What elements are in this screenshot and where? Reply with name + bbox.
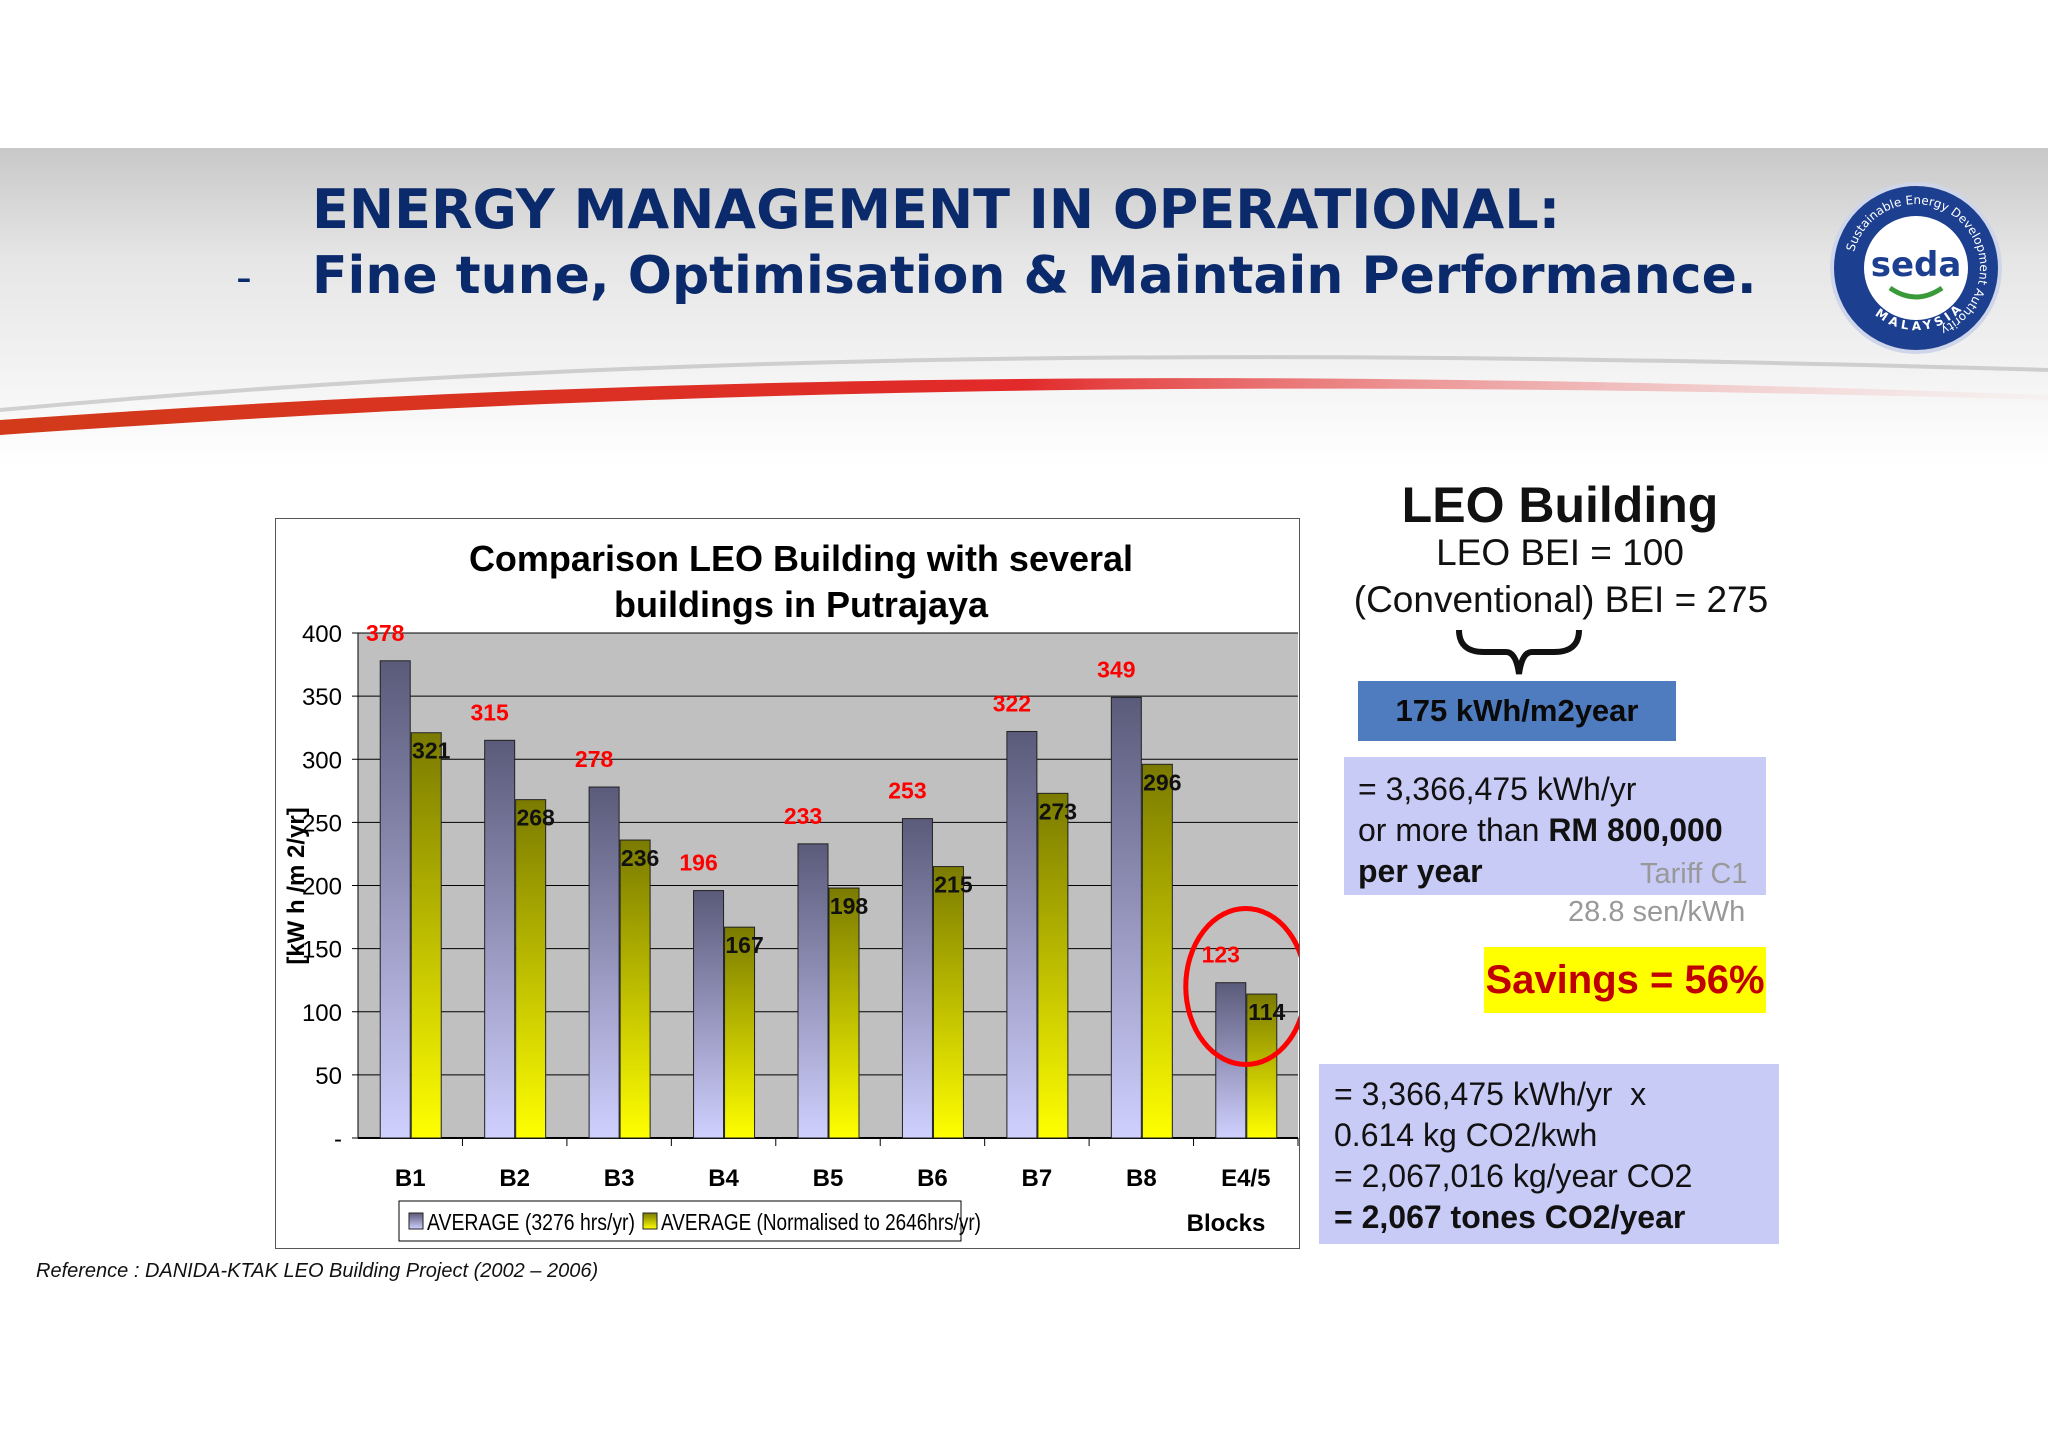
data-label: 253 [888, 778, 926, 804]
bar-average [484, 739, 516, 1139]
chart-legend: AVERAGE (3276 hrs/yr) AVERAGE (Normalised… [398, 1200, 981, 1242]
page-subtitle: Fine tune, Optimisation & Maintain Perfo… [312, 246, 1757, 306]
header-banner [0, 148, 2048, 468]
bar-normalised [619, 839, 651, 1139]
bar-average [693, 890, 725, 1139]
y-tick-label: 150 [302, 937, 342, 964]
data-label: 278 [575, 746, 614, 772]
data-label: 273 [1039, 798, 1077, 824]
co2-line3: = 2,067,016 kg/year CO2 [1334, 1158, 1693, 1194]
data-label: 315 [470, 699, 509, 725]
y-tick-label: 400 [302, 621, 342, 648]
bar-normalised [828, 887, 860, 1139]
data-label: 198 [830, 893, 869, 919]
legend-swatch [408, 1212, 424, 1230]
cost-line: or more than RM 800,000 [1358, 812, 1723, 848]
y-tick-label: 250 [302, 810, 342, 837]
co2-box: = 3,366,475 kWh/yr x 0.614 kg CO2/kwh = … [1319, 1064, 1779, 1244]
tariff-rate: 28.8 sen/kWh [1568, 896, 1746, 928]
data-label: 349 [1097, 656, 1135, 682]
x-tick-label: B6 [917, 1165, 948, 1192]
x-axis-label: Blocks [1187, 1210, 1266, 1237]
energy-line: = 3,366,475 kWh/yr [1358, 771, 1637, 807]
chart-panel: Comparison LEO Building with several bui… [275, 518, 1300, 1249]
bar-normalised [515, 799, 547, 1139]
chart-title-line1: Comparison LEO Building with several [469, 538, 1133, 579]
bar-normalised [1141, 763, 1173, 1139]
data-label: 268 [516, 805, 555, 831]
bar-chart: Comparison LEO Building with several bui… [283, 538, 1299, 1242]
x-tick-label: B4 [708, 1165, 739, 1192]
data-label: 233 [784, 803, 822, 829]
bar-average [588, 786, 620, 1139]
bar-average [1215, 982, 1247, 1139]
data-label: 167 [725, 932, 763, 958]
co2-line2: 0.614 kg CO2/kwh [1334, 1117, 1598, 1153]
x-tick-label: E4/5 [1221, 1165, 1270, 1192]
data-label: 236 [621, 845, 659, 871]
legend-box [398, 1200, 962, 1242]
y-axis-label: [kW h /m 2/yr] [283, 807, 310, 964]
data-label: 322 [993, 690, 1031, 716]
leo-bei-line: LEO BEI = 100 [1436, 532, 1684, 573]
data-label: 296 [1143, 769, 1181, 795]
x-tick-label: B8 [1126, 1165, 1157, 1192]
bar-average [797, 843, 829, 1139]
difference-box: 175 kWh/m2year [1358, 681, 1676, 741]
bar-average [1110, 696, 1142, 1139]
co2-line4: = 2,067 tones CO2/year [1334, 1199, 1686, 1235]
curly-brace [1456, 629, 1582, 675]
tariff-label: Tariff C1 [1640, 858, 1748, 890]
svg-text:seda: seda [1871, 245, 1962, 285]
highlight-circle [1183, 906, 1299, 1067]
x-tick-label: B7 [1022, 1165, 1053, 1192]
bar-normalised [410, 732, 442, 1139]
page-title: ENERGY MANAGEMENT IN OPERATIONAL: [312, 178, 1561, 241]
leo-building-title: LEO Building [1401, 477, 1719, 533]
plot-area: - 50 100 150 200 250 300 350 400 B1 378 321 B2 315 268… [302, 620, 1299, 1192]
legend-label: AVERAGE (3276 hrs/yr) [427, 1209, 635, 1235]
data-label: 114 [1248, 999, 1285, 1025]
conventional-bei-line: (Conventional) BEI = 275 [1353, 579, 1769, 620]
energy-savings-box: = 3,366,475 kWh/yr or more than RM 800,0… [1344, 757, 1766, 895]
y-tick-label: 350 [302, 684, 342, 711]
bar-average [1006, 730, 1038, 1139]
reference-note: Reference : DANIDA-KTAK LEO Building Pro… [36, 1260, 599, 1282]
data-label: 321 [412, 738, 451, 764]
data-label: 215 [934, 872, 973, 898]
x-tick-label: B1 [395, 1165, 426, 1192]
legend-swatch [642, 1212, 658, 1230]
red-swoosh [0, 355, 2048, 435]
x-tick-label: B2 [499, 1165, 530, 1192]
y-tick-label: 100 [302, 1000, 342, 1027]
legend-label: AVERAGE (Normalised to 2646hrs/yr) [661, 1209, 981, 1235]
y-tick-label: - [334, 1126, 342, 1153]
x-tick-label: B5 [813, 1165, 844, 1192]
bar-average [379, 660, 411, 1139]
data-label: 378 [366, 620, 405, 646]
y-tick-label: 50 [315, 1063, 342, 1090]
bar-normalised [932, 866, 964, 1139]
chart-title-line2: buildings in Putrajaya [614, 584, 989, 625]
bar-average [901, 818, 933, 1139]
seda-logo-icon: Sustainable Energy Development Authority… [1830, 182, 2002, 354]
savings-badge: Savings = 56% [1484, 947, 1766, 1013]
data-label: 196 [679, 850, 717, 876]
x-tick-label: B3 [604, 1165, 635, 1192]
y-tick-label: 200 [302, 874, 342, 901]
cost-suffix: per year [1358, 853, 1483, 889]
bar-normalised [1037, 792, 1069, 1139]
data-label: 123 [1202, 942, 1240, 968]
bar-normalised [724, 926, 756, 1139]
co2-line1: = 3,366,475 kWh/yr x [1334, 1076, 1647, 1112]
y-tick-label: 300 [302, 747, 342, 774]
bullet-dash: - [236, 252, 252, 303]
